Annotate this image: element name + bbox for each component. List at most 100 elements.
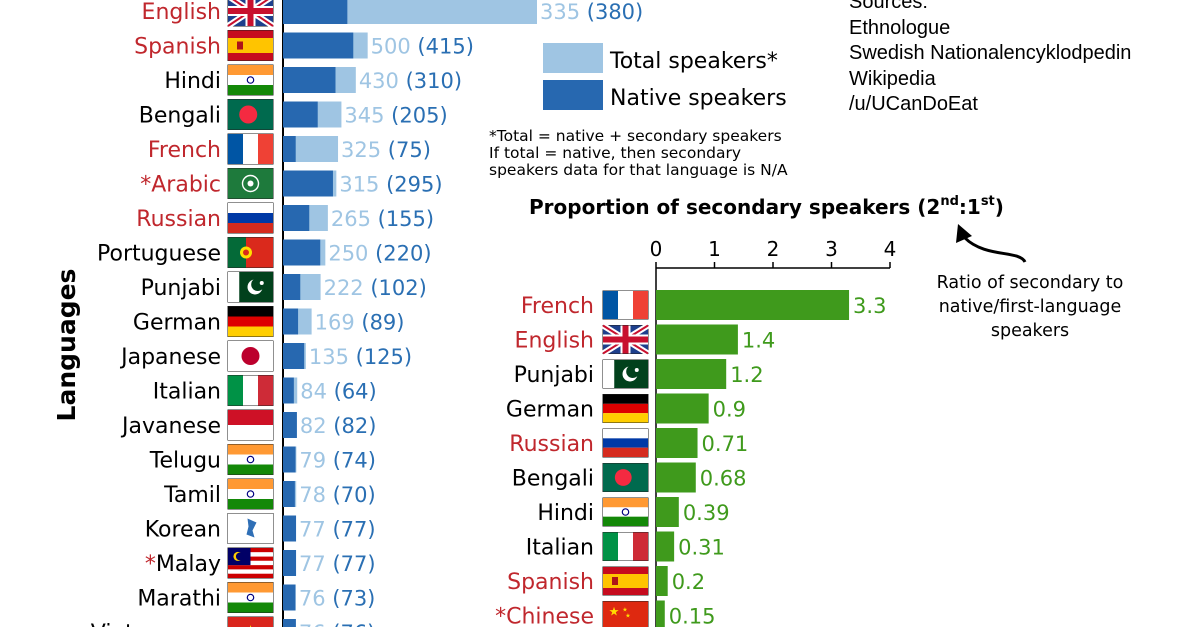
flag-part [258, 375, 273, 406]
flag-part [228, 375, 243, 406]
bar-value-label: 315 (295) [339, 173, 442, 197]
native-value: (64) [327, 380, 377, 404]
source-line: Wikipedia [849, 68, 937, 90]
bar-value-label: 84 (64) [300, 380, 377, 404]
flag-part [603, 507, 648, 517]
total-value: 77 [299, 518, 326, 542]
language-label: Italian [153, 380, 221, 405]
title-part: Proportion of secondary speakers (2 [529, 195, 940, 219]
total-value: 315 [339, 173, 379, 197]
language-label: English [142, 0, 221, 25]
ratio-annotation: Ratio of secondary to native/first-langu… [937, 224, 1123, 341]
language-name: Punjabi [141, 276, 221, 301]
native-bar [283, 446, 296, 473]
language-name: French [148, 138, 221, 163]
native-bar [283, 32, 354, 59]
russia-flag [602, 428, 649, 458]
title-part: ) [995, 195, 1004, 219]
language-name: English [142, 0, 221, 25]
language-label: Punjabi [514, 363, 594, 388]
ratio-value-label: 0.9 [713, 398, 746, 422]
flag-part [603, 394, 648, 404]
secondary-ratio-bar-chart: 0 1 2 3 4 French 3.3 English 1.4 Punjabi 1.2 German… [495, 237, 896, 627]
flag-star: ★ [242, 622, 259, 627]
germany-flag [227, 306, 274, 337]
asterisk-mark: * [145, 552, 156, 577]
flag-part [603, 447, 648, 457]
ratio-value-label: 3.3 [853, 294, 886, 318]
spain-flag [227, 30, 274, 61]
bangladesh-flag [227, 99, 274, 130]
flag-part [603, 498, 648, 508]
ratio-bar [656, 497, 679, 527]
ratio-value-label: 0.31 [678, 536, 725, 560]
flag-part [228, 134, 243, 164]
india-flag [227, 444, 274, 475]
flag-part [621, 508, 630, 516]
flag-part [603, 429, 648, 439]
native-bar [283, 205, 310, 231]
flag-part [228, 272, 240, 302]
footnote: *Total = native + secondary speakers If … [489, 127, 788, 179]
flag-part [228, 617, 273, 627]
flag-part [246, 593, 255, 602]
language-name: Punjabi [514, 363, 594, 388]
native-value: (380) [580, 0, 643, 24]
flag-part [228, 499, 273, 509]
flag-part [228, 444, 273, 455]
language-label: German [133, 311, 221, 336]
native-bar [283, 308, 299, 335]
ratio-bar [656, 462, 696, 493]
native-value: (89) [355, 311, 405, 335]
japan-flag [227, 340, 274, 372]
language-label: Hindi [164, 69, 221, 94]
total-value: 78 [299, 483, 326, 507]
native-bar [283, 515, 297, 542]
ratio-bar [656, 393, 709, 424]
flag-part [228, 479, 273, 489]
footnote-line: *Total = native + secondary speakers [489, 127, 782, 145]
language-name: Spanish [134, 35, 221, 60]
ratio-value-label: 1.2 [730, 363, 763, 387]
flag-part [603, 291, 618, 319]
language-name: Tamil [163, 483, 221, 508]
native-value: (73) [326, 587, 376, 611]
language-name: Italian [526, 536, 594, 561]
total-value: 222 [324, 276, 364, 300]
legend-swatch-native [543, 80, 603, 110]
flag-part [603, 403, 648, 414]
native-bar [283, 274, 301, 300]
flag-part [228, 425, 273, 440]
language-name: Russian [509, 432, 594, 457]
bar-value-label: 82 (82) [300, 414, 377, 438]
language-label: Japanese [119, 345, 221, 370]
flag-part [228, 573, 273, 578]
flag-part [228, 213, 273, 223]
flag-part [228, 38, 273, 53]
tick-label: 2 [767, 237, 780, 261]
flag-part [228, 565, 273, 570]
ratio-bar [656, 600, 665, 627]
language-name: Spanish [507, 570, 594, 595]
flag-part [246, 490, 255, 498]
language-name: Italian [153, 380, 221, 405]
tick-label: 4 [884, 237, 897, 261]
native-value: (77) [326, 552, 376, 576]
flag-part [228, 410, 273, 425]
russia-flag [227, 202, 274, 234]
annotation-line: speakers [991, 321, 1069, 341]
native-bar [283, 101, 318, 128]
flag-part [603, 516, 648, 526]
language-label: Italian [526, 536, 594, 561]
ratio-value-label: 0.71 [702, 432, 749, 456]
bar-value-label: 325 (75) [341, 138, 431, 162]
ratio-value-label: 1.4 [742, 329, 775, 353]
pakistan-flag [602, 359, 649, 389]
language-name: Telugu [149, 449, 221, 474]
footnote-line: If total = native, then secondary [489, 144, 741, 162]
flag-part [622, 325, 629, 354]
language-name: Arabic [151, 173, 221, 198]
language-label: Marathi [137, 587, 221, 612]
legend-label-native: Native speakers [610, 86, 787, 111]
